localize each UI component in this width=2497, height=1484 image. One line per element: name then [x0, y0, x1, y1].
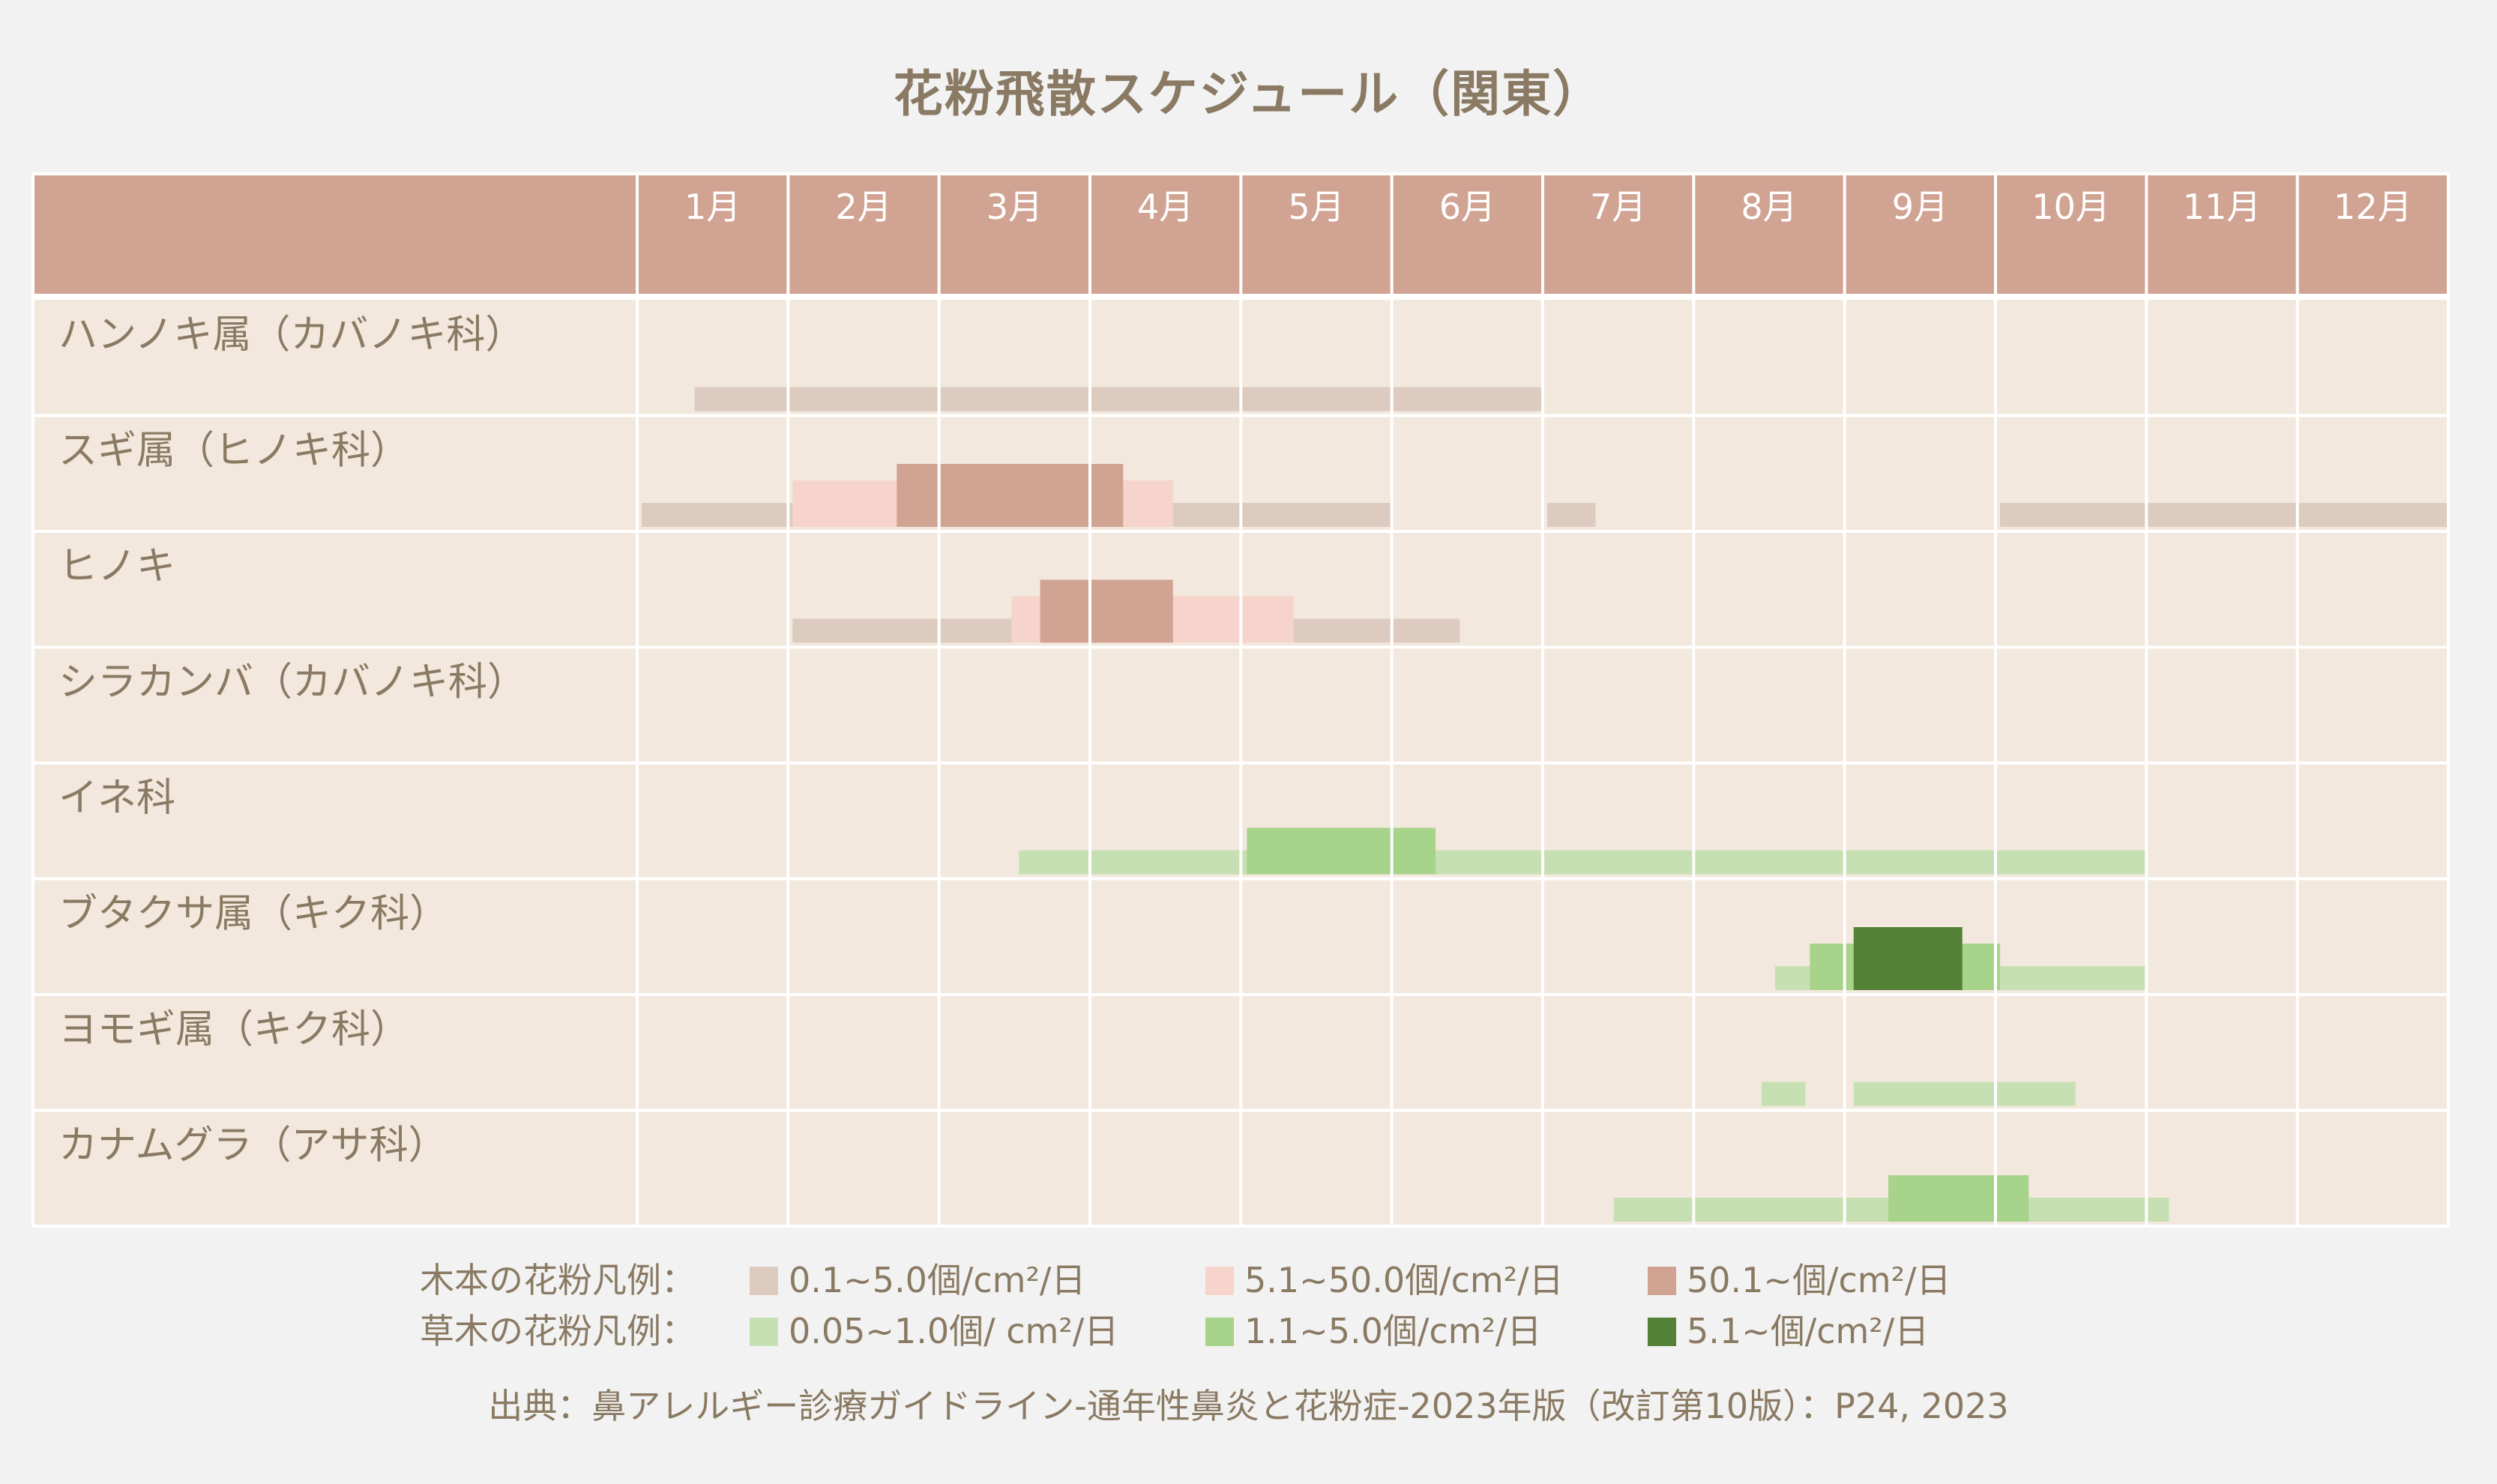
table-border	[31, 172, 2450, 1228]
row-label-7: ヨモギ属（キク科）	[58, 1007, 409, 1052]
row-label-5: イネ科	[58, 776, 175, 821]
grass-legend-swatch-3	[1648, 1318, 1676, 1346]
month-label-11: 11月	[2183, 187, 2262, 227]
chart-title: 花粉飛散スケジュール（関東）	[893, 65, 1604, 123]
tree-legend-item-3: 50.1~個/cm²/日	[1648, 1253, 1951, 1303]
source-note: 出典：鼻アレルギー診療ガイドライン-通年性鼻炎と花粉症-2023年版（改訂第10…	[488, 1386, 2009, 1426]
grass-legend-item-3: 5.1~個/cm²/日	[1648, 1304, 1929, 1354]
month-label-4: 4月	[1137, 187, 1193, 227]
tree-legend-text-3: 50.1~個/cm²/日	[1687, 1260, 1951, 1300]
month-label-1: 1月	[684, 187, 741, 227]
tree-legend-text-2: 5.1~50.0個/cm²/日	[1244, 1260, 1564, 1300]
bar-row5-level2-2	[1247, 827, 1436, 875]
month-label-6: 6月	[1439, 187, 1496, 227]
tree-legend-swatch-1	[750, 1267, 778, 1295]
tree-legend: 木本の花粉凡例： 0.1~5.0個/cm²/日 5.1~50.0個/cm²/日 …	[0, 1253, 2497, 1300]
grass-legend-text-3: 5.1~個/cm²/日	[1687, 1311, 1930, 1351]
row-label-6: ブタクサ属（キク科）	[58, 892, 448, 937]
grass-legend-label: 草木の花粉凡例：	[420, 1311, 696, 1351]
table-grid	[31, 172, 2450, 1228]
tree-legend-swatch-2	[1205, 1267, 1234, 1295]
bar-row2-level3-5	[897, 464, 1124, 527]
grass-legend-swatch-2	[1205, 1318, 1234, 1346]
grass-legend-swatch-1	[750, 1318, 778, 1346]
bar-row7-level1-1	[1761, 1082, 1806, 1106]
grass-legend-text-1: 0.05~1.0個/ cm²/日	[789, 1311, 1119, 1351]
grass-legend-item-2: 1.1~5.0個/cm²/日	[1205, 1304, 1541, 1354]
bar-row2-level1-2	[1547, 503, 1596, 527]
month-label-2: 2月	[835, 187, 891, 227]
bar-row2-level1-3	[2000, 503, 2448, 527]
month-label-3: 3月	[987, 187, 1043, 227]
bar-row8-level2-2	[1888, 1175, 2029, 1222]
row-label-4: シラカンバ（カバノキ科）	[58, 660, 526, 705]
tree-legend-label: 木本の花粉凡例：	[420, 1260, 696, 1300]
bar-row3-level3-3	[1040, 579, 1173, 643]
tree-legend-item-2: 5.1~50.0個/cm²/日	[1205, 1253, 1564, 1303]
month-label-12: 12月	[2334, 187, 2412, 227]
row-label-2: スギ属（ヒノキ科）	[58, 429, 409, 474]
pollen-bars	[642, 387, 2448, 1222]
bar-row7-level1-2	[1853, 1082, 2076, 1106]
grass-legend: 草木の花粉凡例： 0.05~1.0個/ cm²/日 1.1~5.0個/cm²/日…	[0, 1304, 2497, 1351]
tree-legend-item-1: 0.1~5.0個/cm²/日	[750, 1253, 1085, 1303]
month-label-8: 8月	[1741, 187, 1797, 227]
grass-legend-item-1: 0.05~1.0個/ cm²/日	[750, 1304, 1118, 1354]
bar-row6-level3-3	[1853, 927, 1963, 990]
grass-legend-text-2: 1.1~5.0個/cm²/日	[1244, 1311, 1542, 1351]
month-label-7: 7月	[1590, 187, 1646, 227]
tree-legend-swatch-3	[1648, 1267, 1676, 1295]
tree-legend-text-1: 0.1~5.0個/cm²/日	[789, 1260, 1086, 1300]
month-label-9: 9月	[1892, 187, 1948, 227]
month-label-10: 10月	[2031, 187, 2110, 227]
row-label-1: ハンノキ属（カバノキ科）	[58, 313, 524, 358]
row-label-8: カナムグラ（アサ科）	[58, 1123, 447, 1168]
month-label-5: 5月	[1288, 187, 1344, 227]
bar-row5-level1-1	[1019, 850, 2147, 875]
row-label-3: ヒノキ	[58, 544, 175, 589]
bar-row1-level1-1	[694, 387, 1541, 411]
